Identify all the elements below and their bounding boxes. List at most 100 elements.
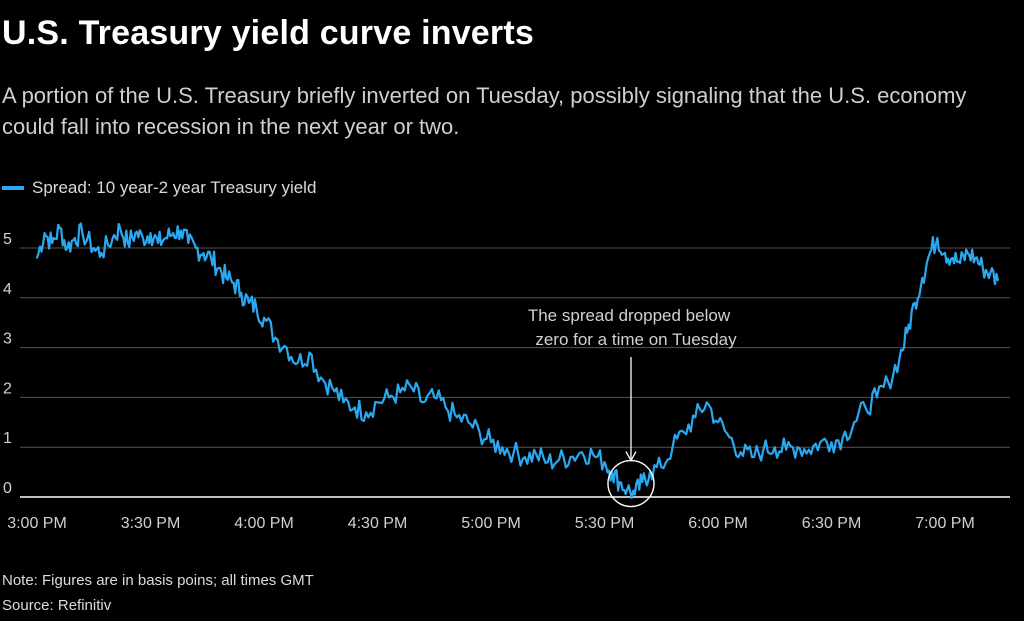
y-tick-label: 1	[3, 430, 12, 447]
data-point	[433, 396, 436, 399]
data-point	[830, 441, 833, 444]
data-point	[164, 237, 167, 239]
data-point	[683, 431, 685, 434]
chart-note: Note: Figures are in basis poins; all ti…	[2, 572, 314, 589]
x-tick-label: 7:00 PM	[915, 515, 975, 532]
data-point	[297, 361, 299, 364]
series-group	[35, 222, 1000, 500]
data-point	[928, 252, 931, 254]
data-point	[966, 252, 969, 254]
data-point	[626, 488, 629, 491]
data-point	[331, 386, 333, 389]
data-point	[490, 441, 492, 444]
data-point	[51, 242, 54, 244]
data-point	[444, 406, 447, 409]
data-point	[92, 247, 95, 249]
data-point	[36, 257, 38, 259]
y-axis-ticks: 0 1 2 3 4 5	[3, 231, 12, 497]
data-point	[819, 441, 822, 444]
data-point	[255, 306, 258, 309]
data-point	[853, 421, 856, 424]
data-point	[285, 346, 288, 349]
data-point	[997, 279, 999, 282]
x-tick-label: 5:00 PM	[461, 515, 521, 532]
data-point	[728, 436, 731, 439]
data-point	[210, 257, 212, 259]
data-point	[142, 237, 144, 239]
legend-swatch	[2, 186, 24, 190]
data-point	[100, 252, 103, 254]
data-point	[232, 281, 235, 284]
chart-source: Source: Refinitiv	[2, 597, 112, 614]
data-point	[569, 456, 572, 459]
data-point	[157, 242, 159, 244]
data-point	[751, 456, 753, 459]
annotation-group: The spread dropped below zero for a time …	[528, 306, 737, 508]
legend-label: Spread: 10 year-2 year Treasury yield	[32, 178, 317, 197]
y-tick-label: 4	[3, 281, 12, 298]
data-point	[921, 276, 924, 279]
data-point	[951, 257, 954, 259]
x-tick-label: 3:30 PM	[121, 515, 181, 532]
data-point	[906, 331, 909, 334]
data-point	[705, 401, 708, 404]
data-point	[717, 421, 719, 424]
data-point	[66, 247, 69, 249]
data-point	[841, 436, 844, 439]
data-point	[512, 451, 515, 454]
data-point	[641, 481, 644, 483]
data-point	[172, 232, 175, 234]
data-point	[580, 451, 583, 454]
x-tick-label: 6:00 PM	[688, 515, 748, 532]
data-point	[81, 232, 84, 234]
data-point	[913, 301, 916, 304]
data-point	[187, 242, 190, 244]
data-point	[456, 416, 458, 419]
data-point	[974, 257, 977, 259]
data-point	[739, 451, 742, 454]
data-point	[73, 237, 76, 239]
data-point	[134, 232, 137, 234]
data-point	[558, 458, 560, 461]
data-point	[807, 448, 810, 451]
data-point	[603, 461, 606, 464]
data-point	[376, 401, 379, 404]
x-tick-label: 3:00 PM	[7, 515, 67, 532]
x-tick-label: 5:30 PM	[575, 515, 635, 532]
grid-lines	[20, 247, 1010, 498]
data-point	[119, 227, 122, 229]
data-point	[660, 466, 663, 469]
data-point	[546, 461, 549, 464]
chart-subtitle: A portion of the U.S. Treasury briefly i…	[2, 83, 967, 139]
data-point	[887, 381, 890, 384]
data-point	[247, 301, 250, 304]
data-point	[202, 252, 205, 254]
data-point	[319, 376, 322, 379]
data-point	[694, 416, 697, 419]
data-point	[274, 336, 277, 339]
data-point	[467, 421, 470, 424]
data-point	[501, 446, 504, 449]
x-tick-label: 4:00 PM	[234, 515, 294, 532]
data-point	[671, 446, 674, 449]
data-point	[240, 291, 243, 294]
x-tick-label: 6:30 PM	[802, 515, 862, 532]
data-point	[149, 232, 152, 234]
data-point	[989, 272, 992, 274]
data-point	[535, 453, 538, 456]
data-point	[592, 453, 595, 456]
data-point	[785, 448, 787, 451]
line-chart: 0 1 2 3 4 5 3:00 PM 3:30 PM 4:00 PM 4:30 PM 5:00 …	[3, 222, 1010, 532]
data-point	[633, 493, 636, 496]
data-point	[342, 401, 345, 404]
y-tick-label: 5	[3, 231, 12, 248]
data-point	[43, 232, 46, 234]
y-tick-label: 3	[3, 331, 12, 348]
data-point	[959, 262, 962, 264]
data-point	[353, 406, 356, 409]
data-point	[796, 446, 799, 449]
y-tick-label: 2	[3, 380, 12, 397]
data-point	[876, 396, 878, 399]
data-point	[111, 237, 114, 239]
annotation-circle	[607, 459, 655, 508]
